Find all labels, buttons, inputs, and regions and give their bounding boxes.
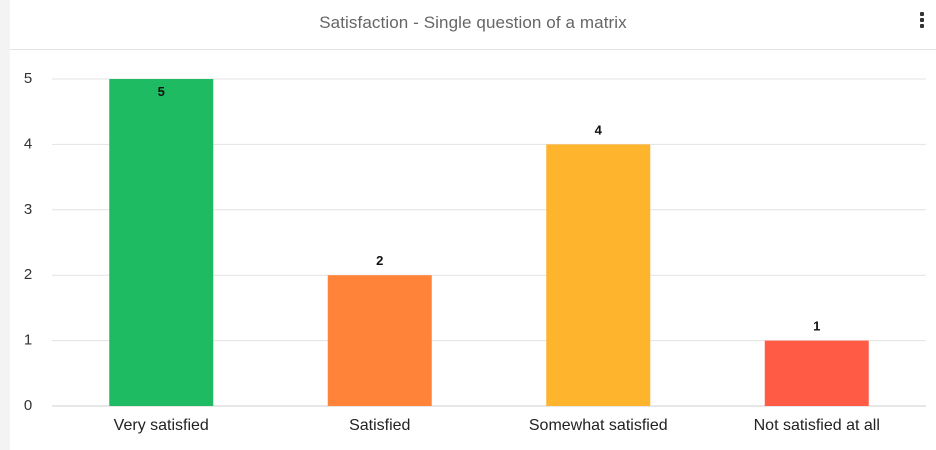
y-tick-label: 0: [24, 397, 32, 414]
bar[interactable]: [327, 275, 432, 406]
y-tick-label: 3: [24, 201, 32, 218]
bars: [109, 79, 869, 406]
bar[interactable]: [109, 79, 214, 406]
more-vertical-icon[interactable]: [916, 11, 928, 29]
bar[interactable]: [764, 340, 869, 406]
data-label: 5: [158, 84, 165, 99]
x-axis-ticks: Very satisfied Satisfied Somewhat satisfie…: [114, 417, 880, 434]
x-tick-label: Satisfied: [349, 417, 410, 434]
data-label: 2: [376, 253, 383, 268]
x-tick-label: Not satisfied at all: [754, 417, 880, 434]
chart-title: Satisfaction - Single question of a matr…: [319, 13, 627, 32]
widget-header: Satisfaction - Single question of a matr…: [10, 0, 936, 50]
y-tick-label: 5: [24, 70, 32, 87]
y-tick-label: 2: [24, 266, 32, 283]
x-tick-label: Somewhat satisfied: [529, 417, 668, 434]
y-tick-label: 1: [24, 332, 32, 349]
x-tick-label: Very satisfied: [114, 417, 209, 434]
data-label: 1: [813, 319, 820, 334]
data-labels: 5 2 4 1: [158, 84, 821, 334]
y-tick-label: 4: [24, 135, 32, 152]
panel-edge: [0, 0, 10, 450]
bar[interactable]: [546, 144, 651, 406]
data-label: 4: [595, 122, 603, 137]
y-axis-ticks: 0 1 2 3 4 5: [24, 70, 32, 414]
